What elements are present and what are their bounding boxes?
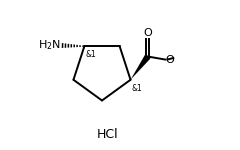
Polygon shape bbox=[131, 55, 150, 80]
Text: O: O bbox=[144, 28, 152, 38]
Text: O: O bbox=[166, 54, 174, 64]
Text: &1: &1 bbox=[86, 50, 96, 58]
Text: H$_2$N: H$_2$N bbox=[37, 39, 60, 52]
Text: HCl: HCl bbox=[97, 129, 119, 141]
Text: &1: &1 bbox=[131, 84, 142, 93]
